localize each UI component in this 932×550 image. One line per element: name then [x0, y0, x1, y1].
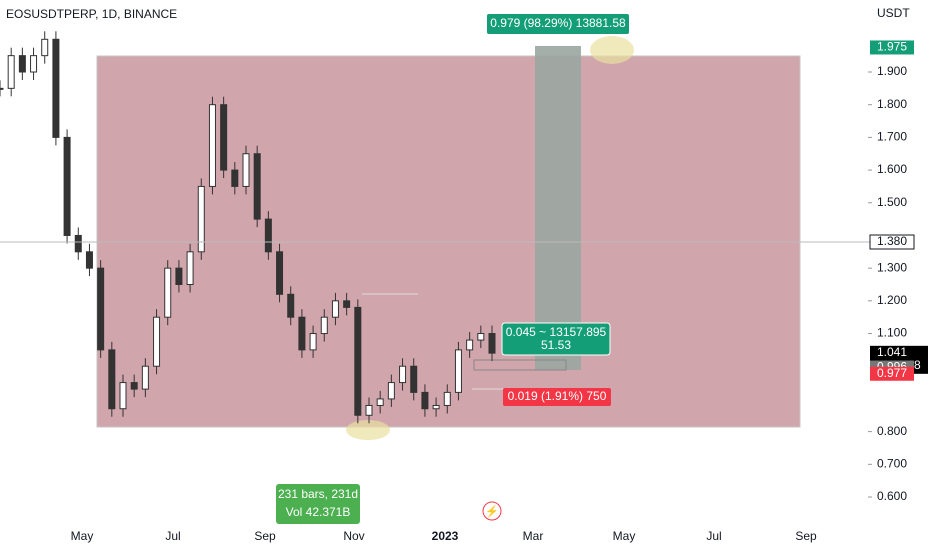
range-badge — [276, 484, 360, 524]
volume-label: Vol 42.371B — [286, 505, 351, 519]
candle — [354, 306, 362, 416]
candle — [276, 251, 284, 295]
bars-label: 231 bars, 231d — [278, 487, 358, 501]
time-label: Sep — [254, 529, 276, 543]
price-tick-label: 1.700 — [877, 130, 907, 144]
candle — [164, 267, 172, 318]
candle — [74, 234, 82, 253]
price-tick-label: 1.800 — [877, 97, 907, 111]
candle — [443, 391, 451, 406]
candle — [242, 153, 250, 187]
price-tag — [870, 366, 914, 381]
candle — [287, 293, 295, 318]
time-label: Jul — [165, 529, 180, 543]
logo-icon: ⚡ — [485, 505, 499, 518]
candle — [387, 382, 395, 400]
price-tag-label: 1.380 — [877, 234, 907, 248]
candle — [175, 267, 183, 285]
price-tick-label: 1.300 — [877, 260, 907, 274]
candle — [63, 136, 71, 236]
price-tag — [870, 40, 914, 55]
candle — [18, 55, 26, 73]
highlight — [346, 420, 390, 440]
time-label: Nov — [343, 529, 364, 543]
candle — [309, 333, 317, 351]
price-tick-label: 1.900 — [877, 64, 907, 78]
candle — [186, 251, 194, 285]
target-badge — [487, 14, 629, 34]
entry-label: 0.045 ~ 13157.895 — [506, 325, 607, 339]
time-label: Mar — [523, 529, 544, 543]
candle — [141, 365, 149, 390]
price-tick-label: 1.100 — [877, 326, 907, 340]
candle — [0, 87, 4, 90]
candle — [376, 398, 384, 406]
target-column — [535, 46, 581, 370]
price-tag-label: 0.977 — [877, 366, 907, 380]
candle — [466, 339, 474, 351]
candle — [85, 251, 93, 269]
candle — [454, 349, 462, 393]
price-tick-label: 1.500 — [877, 195, 907, 209]
candle — [97, 267, 105, 351]
candle — [488, 333, 496, 354]
price-tag-label: 1.041 — [877, 345, 907, 359]
candle — [231, 169, 239, 187]
candle — [399, 365, 407, 384]
candle — [108, 349, 116, 410]
candle — [331, 300, 339, 318]
entry-box — [473, 359, 567, 371]
price-tick-label: 0.700 — [877, 456, 907, 470]
price-tick-label: 1.600 — [877, 162, 907, 176]
candle — [130, 382, 138, 390]
symbol: EOSUSDTPERP, 1D, BINANCE — [6, 7, 177, 21]
time-label: May — [71, 529, 94, 543]
price-tick-label: 1.200 — [877, 293, 907, 307]
stop-badge — [503, 388, 611, 406]
candle — [410, 365, 418, 393]
candle — [208, 104, 216, 187]
candle — [421, 391, 429, 410]
candle — [320, 316, 328, 335]
candle — [197, 185, 205, 253]
candle — [365, 404, 373, 416]
price-tag-label: 1.975 — [877, 40, 907, 54]
candle — [477, 333, 485, 341]
time-label: 2023 — [432, 529, 459, 543]
time-label: Sep — [795, 529, 817, 543]
candle — [264, 218, 272, 253]
candle — [253, 153, 261, 220]
target-label: 0.979 (98.29%) 13881.58 — [490, 16, 626, 30]
candle — [119, 382, 127, 410]
entry-badge — [501, 322, 611, 356]
time-label: Jul — [706, 529, 721, 543]
highlight — [590, 36, 634, 64]
candle — [343, 300, 351, 308]
candle — [7, 55, 15, 89]
candle — [41, 38, 49, 57]
candle — [220, 104, 228, 171]
candle — [153, 316, 161, 367]
time-label: May — [613, 529, 636, 543]
ratio-label: 51.53 — [541, 338, 571, 352]
logo[interactable] — [482, 501, 502, 521]
price-tick-label: 0.600 — [877, 489, 907, 503]
stop-label: 0.019 (1.91%) 750 — [508, 389, 607, 403]
price-tick-label: 0.800 — [877, 424, 907, 438]
candle — [432, 404, 440, 410]
candle — [30, 55, 38, 73]
price-tag — [869, 234, 915, 250]
unit: USDT — [877, 6, 910, 20]
candle — [298, 316, 306, 351]
candle — [52, 38, 60, 138]
